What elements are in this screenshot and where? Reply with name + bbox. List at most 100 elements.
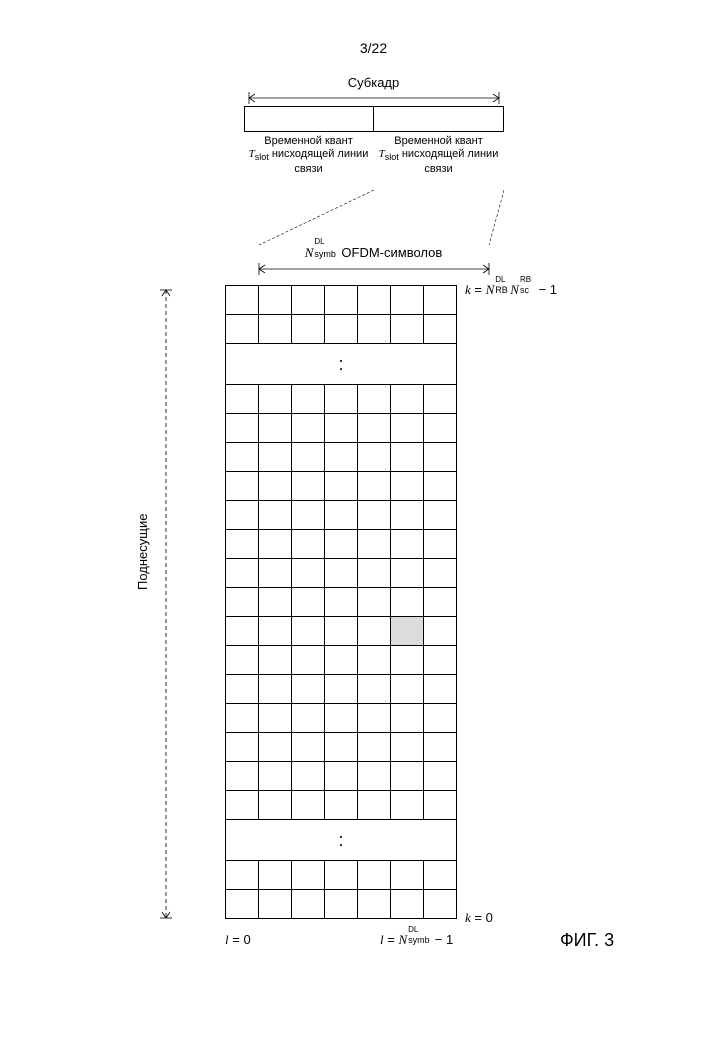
resource-element xyxy=(292,414,325,443)
resource-element xyxy=(259,315,292,344)
resource-element xyxy=(358,286,391,315)
resource-element xyxy=(358,443,391,472)
resource-element xyxy=(226,861,259,890)
resource-element xyxy=(391,530,424,559)
resource-element xyxy=(358,704,391,733)
resource-element xyxy=(358,385,391,414)
resource-element xyxy=(292,617,325,646)
resource-element xyxy=(391,617,424,646)
subcarriers-label: Поднесущие xyxy=(135,514,150,590)
resource-element xyxy=(391,472,424,501)
resource-element xyxy=(226,646,259,675)
resource-element xyxy=(226,890,259,919)
resource-element xyxy=(424,617,457,646)
resource-element xyxy=(424,762,457,791)
resource-element xyxy=(325,286,358,315)
resource-element xyxy=(259,646,292,675)
resource-element xyxy=(391,675,424,704)
slot-label-right: Временной квант Tslot нисходящей линии с… xyxy=(374,135,504,176)
resource-element xyxy=(226,501,259,530)
subframe-width-arrow xyxy=(244,92,504,104)
resource-element xyxy=(358,861,391,890)
resource-element xyxy=(424,791,457,820)
resource-element xyxy=(259,443,292,472)
resource-element xyxy=(391,385,424,414)
resource-element xyxy=(391,414,424,443)
resource-element xyxy=(391,704,424,733)
resource-element xyxy=(424,315,457,344)
resource-element xyxy=(292,675,325,704)
resource-element xyxy=(424,704,457,733)
subframe-box xyxy=(244,106,504,132)
resource-element xyxy=(292,733,325,762)
resource-element xyxy=(292,646,325,675)
resource-element xyxy=(226,530,259,559)
resource-element xyxy=(226,704,259,733)
resource-element xyxy=(358,675,391,704)
resource-element xyxy=(292,704,325,733)
resource-element xyxy=(325,675,358,704)
resource-element xyxy=(226,617,259,646)
subframe-slot-left xyxy=(244,106,375,132)
resource-element xyxy=(292,530,325,559)
resource-element xyxy=(226,472,259,501)
resource-element xyxy=(424,646,457,675)
resource-element xyxy=(358,762,391,791)
resource-element xyxy=(358,414,391,443)
subcarriers-arrow xyxy=(160,285,172,923)
resource-element xyxy=(226,675,259,704)
resource-element xyxy=(325,559,358,588)
slot-label-left: Временной квант Tslot нисходящей линии с… xyxy=(244,135,374,176)
subframe-section: Субкадр Временной квант Tslot нисходящей… xyxy=(244,75,504,176)
resource-element xyxy=(292,890,325,919)
resource-element xyxy=(226,286,259,315)
resource-element xyxy=(226,762,259,791)
resource-element xyxy=(259,414,292,443)
resource-element xyxy=(259,704,292,733)
ofdm-label: NDLsymbOFDM-символов xyxy=(254,245,494,261)
resource-element xyxy=(391,443,424,472)
resource-element xyxy=(325,861,358,890)
resource-element xyxy=(325,762,358,791)
resource-element xyxy=(424,861,457,890)
resource-element xyxy=(424,530,457,559)
k-label-bottom: k = 0 xyxy=(465,910,493,926)
resource-element xyxy=(259,501,292,530)
resource-element xyxy=(424,588,457,617)
resource-element xyxy=(424,286,457,315)
projection-lines xyxy=(244,190,504,240)
resource-element xyxy=(259,588,292,617)
page-number: 3/22 xyxy=(360,40,387,56)
figure-label: ФИГ. 3 xyxy=(560,930,614,951)
resource-element xyxy=(259,559,292,588)
resource-element xyxy=(358,791,391,820)
resource-element xyxy=(292,762,325,791)
resource-element xyxy=(259,385,292,414)
resource-element xyxy=(259,675,292,704)
resource-element xyxy=(358,617,391,646)
subframe-title: Субкадр xyxy=(244,75,504,90)
resource-element xyxy=(226,588,259,617)
resource-element xyxy=(325,501,358,530)
resource-element xyxy=(292,501,325,530)
resource-element xyxy=(424,890,457,919)
resource-grid: :: xyxy=(225,285,457,919)
ofdm-width-arrow xyxy=(254,263,494,275)
resource-element xyxy=(226,559,259,588)
resource-element xyxy=(226,733,259,762)
resource-element xyxy=(325,646,358,675)
resource-element xyxy=(391,501,424,530)
resource-element xyxy=(358,890,391,919)
resource-element xyxy=(391,559,424,588)
resource-element xyxy=(259,791,292,820)
resource-element xyxy=(226,791,259,820)
resource-element xyxy=(226,315,259,344)
k-label-top: k = NDLRBNRBsc − 1 xyxy=(465,282,557,298)
resource-element xyxy=(424,472,457,501)
resource-element xyxy=(325,617,358,646)
resource-element xyxy=(259,733,292,762)
resource-element xyxy=(259,890,292,919)
resource-element xyxy=(391,861,424,890)
resource-element xyxy=(259,530,292,559)
resource-element xyxy=(226,414,259,443)
